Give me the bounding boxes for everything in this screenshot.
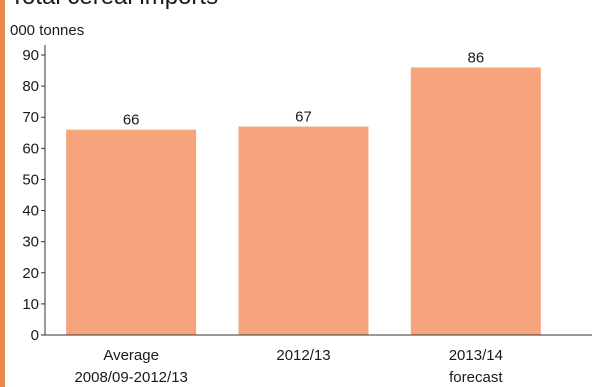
- accent-rule: [0, 0, 5, 387]
- y-tick-label: 70: [22, 109, 39, 126]
- y-tick-label: 40: [22, 203, 39, 220]
- y-tick-label: 90: [22, 47, 39, 64]
- bars: 66 67 86: [66, 49, 541, 335]
- data-label: 86: [467, 49, 484, 66]
- bar: [238, 126, 369, 335]
- y-tick-label: 60: [22, 140, 39, 157]
- x-tick-label: 2013/14: [449, 347, 503, 364]
- x-tick-label: Average: [103, 347, 159, 364]
- y-tick-label: 80: [22, 78, 39, 95]
- y-tick-label: 20: [22, 265, 39, 282]
- x-tick-label: forecast: [449, 369, 503, 386]
- data-label: 66: [123, 112, 140, 129]
- data-label: 67: [295, 109, 312, 126]
- y-tick-label: 0: [31, 327, 39, 344]
- bar: [410, 67, 541, 335]
- y-tick-label: 30: [22, 234, 39, 251]
- bar: [66, 129, 197, 335]
- y-tick-label: 10: [22, 296, 39, 313]
- y-axis-unit-label: 000 tonnes: [10, 22, 85, 39]
- chart-title: Total cereal imports: [10, 0, 218, 11]
- x-tick-label: 2008/09-2012/13: [74, 369, 187, 386]
- y-axis: 0 10 20 30 40 50 60 70 80 90: [22, 45, 46, 344]
- x-tick-label: 2012/13: [276, 347, 330, 364]
- y-tick-label: 50: [22, 171, 39, 188]
- x-axis: Average 2008/09-2012/13 2012/13 2013/14 fore…: [45, 334, 592, 386]
